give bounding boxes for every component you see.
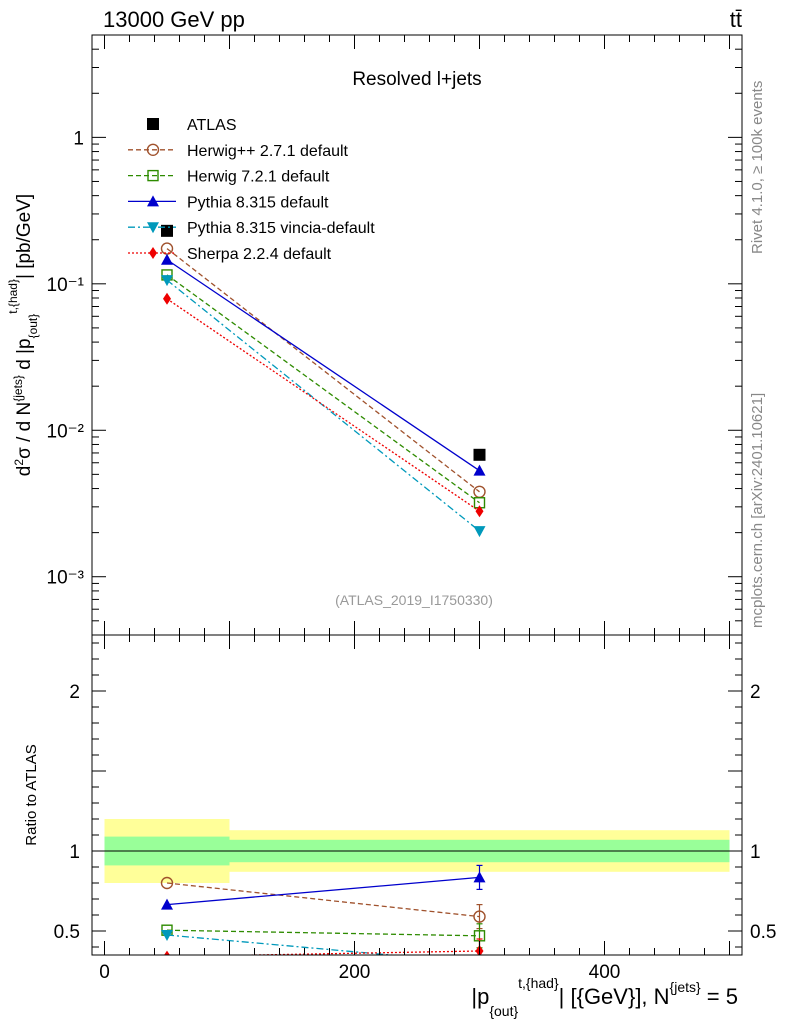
ratio-line-herwig7 [166,929,480,937]
ratio-y-tick-label-right: 2 [750,682,761,703]
series-pythia [161,253,486,476]
x-tick-label: 400 [589,962,621,983]
legend-label-vincia: Pythia 8.315 vincia-default [187,220,375,237]
analysis-tag: (ATLAS_2019_I1750330) [335,592,493,608]
y-tick-label-main: 10⁻¹ [47,275,85,296]
ratio-y-tick-label-left: 2 [69,682,80,703]
legend-item-herwig7: Herwig 7.2.1 default [128,169,330,186]
ratio-panel: 0.5 0.5 1 1 2 2 0 200 400 Ratio to ATLAS |p{out}… [23,634,776,1019]
ratio-point-herwigpp-0 [160,876,174,890]
legend-marker-herwig7 [147,169,159,182]
x-axis-label: |p{out}t,{had}| [{GeV}], N{jets} = 5 [471,975,738,1019]
legend-marker-sherpa [149,247,157,259]
ratio-y-tick-label-left: 0.5 [54,922,80,943]
legend-label-pythia: Pythia 8.315 default [187,194,329,211]
legend-item-vincia: Pythia 8.315 vincia-default [128,220,375,237]
ratio-series-herwig7 [161,923,486,949]
ratio-y-tick-label-right: 1 [750,842,761,863]
main-y-axis-label: d2σ / d N{jets} d |p{out}t,{had}| [pb/Ge… [6,194,40,476]
ratio-point-pythia-0 [161,898,173,910]
x-tick-label: 0 [99,962,110,983]
ratio-series-sherpa [164,938,484,955]
ratio-point-vincia-1 [474,958,486,969]
legend-marker-pythia [147,195,159,207]
y-tick-label-main: 10⁻³ [47,568,85,589]
series-vincia [161,275,486,538]
legend-label-ATLAS: ATLAS [187,117,237,134]
ratio-y-tick-label-right: 0.5 [750,922,776,943]
ratio-frame [91,634,743,956]
chart-title: Resolved l+jets [352,69,481,90]
ratio-series-pythia [161,864,486,910]
ratio-series-vincia [161,930,486,969]
legend-label-herwigpp: Herwig++ 2.7.1 default [187,143,349,160]
ratio-point-herwigpp-1 [473,910,486,923]
ratio-point-pythia-1 [473,871,486,883]
y-tick-label-main: 10⁻² [47,421,85,442]
ratio-y-axis-label: Ratio to ATLAS [23,744,40,845]
y-tick-label-main: 1 [73,128,84,149]
point-vincia-0 [161,275,173,287]
series-line-herwigpp [166,248,480,493]
legend-item-sherpa: Sherpa 2.2.4 default [128,246,332,263]
series-herwigpp [160,242,486,499]
point-pythia-1 [473,464,486,476]
ratio-point-sherpa-0 [164,950,170,955]
ratio-series-herwigpp [160,876,486,930]
legend-item-pythia: Pythia 8.315 default [128,194,329,211]
ratio-line-vincia [166,934,398,955]
legend-marker-ATLAS [147,118,159,130]
series-line-pythia [166,259,480,472]
legend-label-herwig7: Herwig 7.2.1 default [187,169,330,186]
ratio-line-herwigpp [166,882,480,918]
main-panel: 10⁻³ 10⁻² 10⁻¹ 1 Resolved l+jets (ATLAS_201… [6,34,743,636]
x-tick-label: 200 [339,962,371,983]
point-pythia-0 [161,253,173,265]
legend-marker-vincia [147,222,159,234]
rivet-version-label: Rivet 4.1.0, ≥ 100k events [749,81,766,254]
point-vincia-1 [473,526,486,538]
ratio-line-pythia [166,876,480,906]
mcplots-reference-label: mcplots.cern.ch [arXiv:2401.10621] [749,393,766,628]
process-label: tt̄ [730,7,742,32]
energy-label: 13000 GeV pp [103,7,245,32]
series-sherpa [163,292,484,518]
legend-marker-herwigpp [146,143,160,157]
point-ATLAS-1 [473,448,486,461]
legend: ATLAS Herwig++ 2.7.1 default Herwig 7.2.1 … [128,117,375,263]
legend-item-ATLAS: ATLAS [147,117,237,134]
ratio-point-vincia-0 [161,930,173,941]
ratio-y-tick-label-left: 1 [69,842,80,863]
series-line-herwig7 [166,274,480,504]
ratio-line-sherpa [220,950,480,955]
point-sherpa-1 [475,505,484,518]
legend-item-herwigpp: Herwig++ 2.7.1 default [128,143,349,160]
series-line-sherpa [166,298,480,512]
series-herwig7 [161,269,486,509]
legend-label-sherpa: Sherpa 2.2.4 default [187,246,332,263]
point-sherpa-0 [163,292,171,305]
